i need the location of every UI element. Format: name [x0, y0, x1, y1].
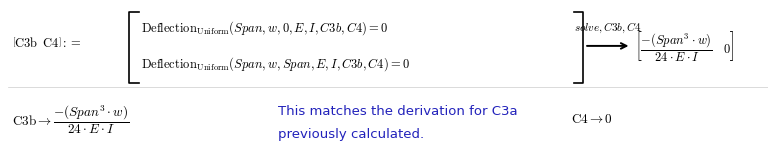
- Text: $\left[\dfrac{-(Span^{3}\cdot w)}{24\cdot E\cdot I}\quad 0\right]$: $\left[\dfrac{-(Span^{3}\cdot w)}{24\cdo…: [635, 29, 735, 63]
- Text: $\left[\mathrm{C3b}\;\;\mathrm{C4}\right]:=$: $\left[\mathrm{C3b}\;\;\mathrm{C4}\right…: [12, 36, 81, 50]
- Text: $\mathrm{Deflection}_{\mathrm{Uniform}}(Span,w,0,E,I,C3b,C4)=0$: $\mathrm{Deflection}_{\mathrm{Uniform}}(…: [141, 19, 388, 37]
- Text: $\mathrm{C3b}\rightarrow\dfrac{-(Span^{3}\cdot w)}{24\cdot E\cdot I}$: $\mathrm{C3b}\rightarrow\dfrac{-(Span^{3…: [12, 104, 129, 136]
- Text: $\mathrm{Deflection}_{\mathrm{Uniform}}(Span,w,Span,E,I,C3b,C4)=0$: $\mathrm{Deflection}_{\mathrm{Uniform}}(…: [141, 55, 410, 72]
- Text: This matches the derivation for C3a: This matches the derivation for C3a: [278, 104, 518, 117]
- Text: $\mathit{solve},C3b,C4$: $\mathit{solve},C3b,C4$: [573, 21, 642, 35]
- Text: $\mathrm{C4}\rightarrow 0$: $\mathrm{C4}\rightarrow 0$: [570, 113, 612, 126]
- Text: previously calculated.: previously calculated.: [278, 128, 424, 141]
